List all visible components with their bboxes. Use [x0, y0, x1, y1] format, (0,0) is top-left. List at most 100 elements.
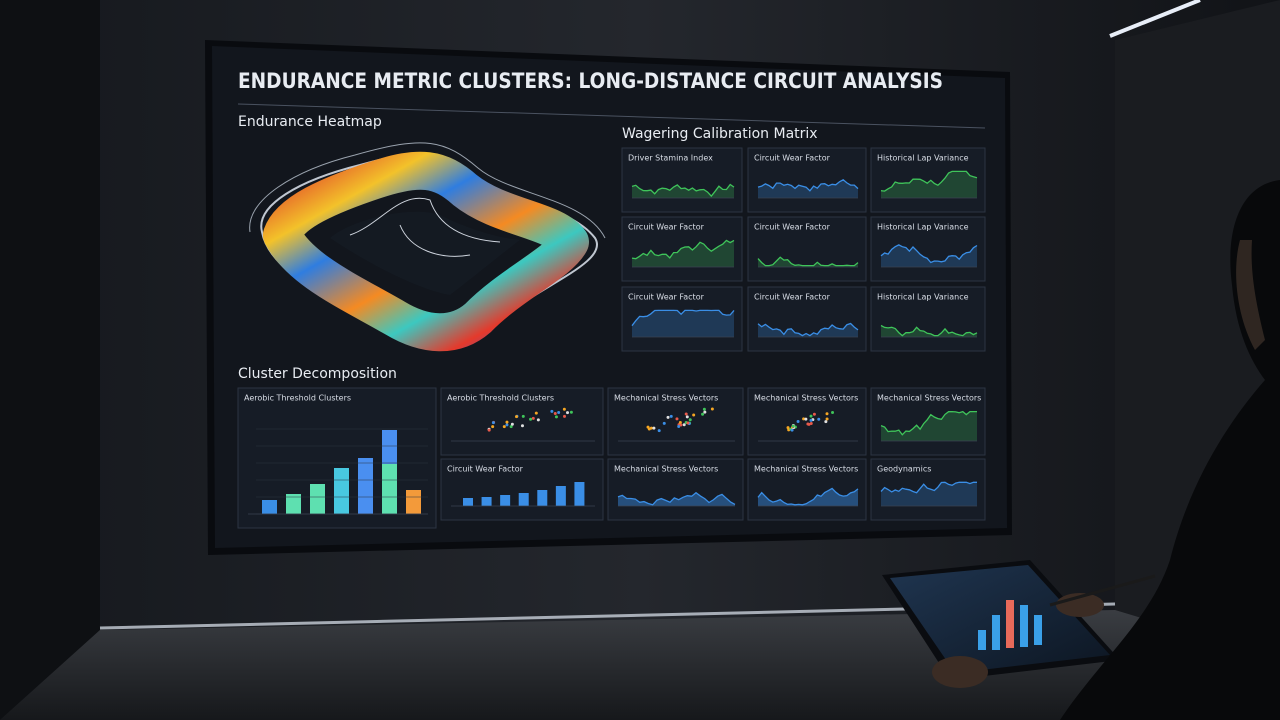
person: [932, 180, 1280, 720]
sparkline-area: [758, 179, 858, 198]
panels: Driver Stamina Index Circuit Wear Factor H…: [237, 147, 986, 529]
scatter-dot: [669, 414, 673, 418]
cluster-bar: [262, 500, 277, 514]
panel-title: Circuit Wear Factor: [628, 293, 705, 302]
left-wall: [0, 0, 100, 720]
panel-frame: [440, 387, 604, 456]
scatter-dot: [566, 411, 570, 415]
panel-frame: [621, 216, 743, 282]
scatter-dot: [677, 425, 681, 429]
scatter-dot: [701, 412, 705, 416]
panel-frame: [747, 147, 867, 213]
panel-frame: [747, 286, 867, 352]
scatter-dot: [802, 417, 806, 421]
panel-title: Circuit Wear Factor: [447, 465, 524, 474]
panel-title: Driver Stamina Index: [628, 154, 713, 163]
panel-title: Aerobic Threshold Clusters: [447, 394, 554, 403]
scatter-dot: [804, 417, 808, 421]
scatter-dot: [666, 415, 670, 419]
cluster-bar: [334, 468, 349, 514]
panel-title: Aerobic Threshold Clusters: [244, 394, 351, 403]
tablet-bar: [1020, 605, 1028, 647]
mini-bar: [537, 490, 548, 506]
scatter-dot: [520, 424, 524, 428]
sparkline: [880, 410, 977, 436]
panel-title: Historical Lap Variance: [877, 154, 969, 163]
sparkline: [617, 491, 736, 506]
dashboard-panel: Circuit Wear Factor: [747, 216, 867, 282]
panel-title: Mechanical Stress Vectors: [754, 394, 858, 403]
scatter-dot: [825, 412, 829, 416]
scatter-dot: [703, 410, 707, 414]
track-edge: [249, 142, 606, 239]
scatter-dot: [647, 427, 651, 431]
scatter-dot: [710, 407, 714, 411]
scatter-dot: [505, 423, 509, 427]
panel-title: Circuit Wear Factor: [754, 154, 831, 163]
cluster-bar: [406, 490, 421, 514]
panel-title: Historical Lap Variance: [877, 223, 969, 232]
panel-frame: [747, 458, 867, 521]
scatter-dot: [550, 409, 554, 413]
scatter-dot: [790, 428, 794, 432]
tablet-bar: [992, 615, 1000, 650]
scatter-dot: [692, 413, 696, 417]
scatter-dot: [675, 417, 679, 421]
scatter-dot: [531, 416, 535, 420]
sparkline: [880, 170, 978, 192]
sparkline-area: [632, 310, 734, 337]
cluster-bar: [358, 458, 373, 514]
scatter-dot: [562, 407, 566, 411]
panel-frame: [621, 147, 743, 213]
dashboard-panel: Historical Lap Variance: [870, 147, 986, 213]
dashboard-panel: Aerobic Threshold Clusters: [237, 387, 437, 529]
sparkline: [880, 324, 978, 337]
panel-frame: [747, 387, 867, 456]
panel-frame: [607, 458, 744, 521]
dashboard-panel: Driver Stamina Index: [621, 147, 743, 213]
dashboard-panel: Mechanical Stress Vectors: [747, 458, 867, 521]
scatter-dot: [685, 415, 689, 419]
panel-frame: [870, 458, 986, 521]
scatter-dot: [684, 412, 688, 416]
panel-frame: [870, 216, 986, 282]
sparkline: [631, 309, 735, 327]
scatter-dot: [521, 414, 525, 418]
tablet-bars: [978, 600, 1042, 650]
scatter-dot: [825, 417, 829, 421]
sparkline: [631, 183, 735, 198]
scatter-dot: [824, 420, 828, 424]
panel-title: Mechanical Stress Vectors: [754, 465, 858, 474]
scatter-dot: [831, 410, 835, 414]
scatter-dot: [688, 418, 692, 422]
scatter-dot: [679, 423, 683, 427]
scatter-dot: [515, 415, 519, 419]
scatter-dot: [502, 425, 506, 429]
scatter-dot: [662, 421, 666, 425]
sparkline: [757, 256, 859, 267]
sparkline-area: [881, 482, 977, 506]
scatter-dot: [553, 411, 557, 415]
dashboard-panel: Historical Lap Variance: [870, 216, 986, 282]
mini-bar: [518, 493, 529, 506]
person-silhouette: [1060, 180, 1280, 720]
scatter-dot: [791, 424, 795, 428]
sparkline-area: [758, 488, 858, 506]
sparkline-area: [632, 184, 734, 198]
scatter-dot: [505, 420, 509, 424]
panel-title: Mechanical Stress Vectors: [614, 394, 718, 403]
scatter-dot: [569, 410, 573, 414]
cluster-bar: [310, 484, 325, 514]
scatter-dot: [554, 415, 558, 419]
dashboard-panel: Mechanical Stress Vectors: [747, 387, 867, 456]
person-face: [1236, 240, 1265, 350]
sparkline-area: [881, 411, 977, 441]
mini-bar: [481, 497, 492, 506]
stylus: [1049, 574, 1156, 607]
scatter-dot: [817, 417, 821, 421]
scatter-dot: [557, 411, 561, 415]
panel-title: Circuit Wear Factor: [754, 223, 831, 232]
scatter-dot: [491, 421, 495, 425]
dashboard-panel: Historical Lap Variance: [870, 286, 986, 352]
scatter-dot: [702, 407, 706, 411]
